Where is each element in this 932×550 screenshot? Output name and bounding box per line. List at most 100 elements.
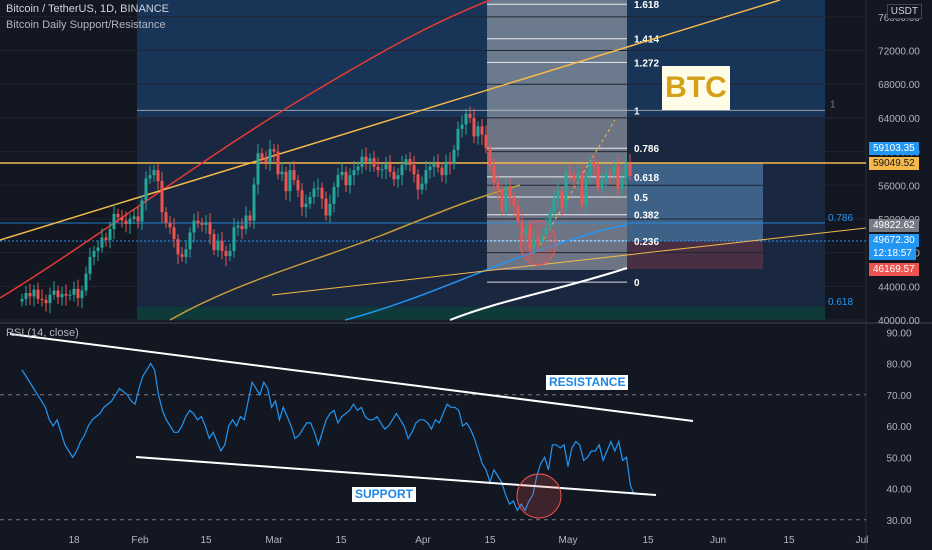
ma-white (449, 267, 628, 321)
candle-body (512, 197, 516, 207)
candle-body (500, 189, 504, 211)
candle-body (460, 124, 464, 129)
price-tick-label: 64000.00 (878, 114, 920, 125)
candle-body (624, 163, 628, 179)
candle-body (172, 227, 176, 240)
candle-body (472, 117, 476, 137)
candle-body (628, 163, 632, 176)
stop-box (627, 241, 763, 269)
candle-body (520, 221, 524, 235)
candle-body (160, 181, 164, 213)
candle-body (220, 240, 224, 251)
candle-body (620, 178, 624, 189)
candle-body (116, 213, 120, 218)
candle-body (280, 171, 284, 175)
candle-body (488, 148, 492, 166)
candle-body (176, 239, 180, 255)
price-badge-59049: 59049.52 (869, 157, 919, 170)
candle-body (40, 298, 44, 300)
candle-body (252, 184, 256, 221)
candle-body (556, 191, 560, 199)
fib-label: 0.786 (634, 144, 659, 155)
candle-body (428, 166, 432, 171)
candle-body (588, 162, 592, 176)
candle-body (292, 170, 296, 181)
candle-body (208, 222, 212, 235)
time-tick-label: Apr (415, 535, 431, 546)
candle-body (536, 237, 540, 243)
candle-body (416, 174, 420, 190)
price-tick-label: 68000.00 (878, 80, 920, 91)
trendline-lower (271, 227, 867, 296)
price-badge-59103: 59103.35 (869, 142, 919, 155)
candle-body (240, 225, 244, 230)
candle-body (608, 173, 612, 175)
time-tick-label: 15 (642, 535, 654, 546)
candle-body (360, 156, 364, 167)
candle-body (104, 237, 108, 240)
candle-body (124, 220, 128, 224)
candle-body (432, 163, 436, 167)
support-label: SUPPORT (352, 487, 417, 502)
candle-body (100, 237, 104, 248)
candle-body (112, 213, 116, 230)
candle-body (132, 216, 136, 219)
candle-body (540, 234, 544, 243)
candle-body (148, 175, 152, 179)
ma-blue (344, 224, 628, 321)
price-badge-46169: 46169.57 (869, 263, 919, 276)
candle-body (204, 222, 208, 225)
candle-body (316, 187, 320, 189)
fib-label: 0.618 (634, 173, 659, 184)
currency-label[interactable]: USDT (886, 4, 922, 19)
study-title: Bitcoin Daily Support/Resistance (6, 19, 166, 31)
candle-body (244, 215, 248, 230)
candle-body (528, 227, 532, 250)
candle-body (300, 190, 304, 208)
candle-body (516, 206, 520, 222)
rsi-tick-label: 90.00 (886, 328, 911, 339)
candle-body (580, 173, 584, 206)
candle-body (80, 290, 84, 299)
candle-body (408, 159, 412, 166)
candle-body (264, 158, 268, 163)
candle-body (20, 298, 24, 302)
price-badge-49672: 49672.30 (869, 234, 919, 247)
price-badge-49822: 49822.62 (869, 219, 919, 232)
trendline-upper (0, 0, 781, 241)
candle-body (96, 247, 100, 251)
candle-body (88, 256, 92, 274)
candle-body (184, 249, 188, 257)
candle-body (256, 153, 260, 185)
candle-body (600, 180, 604, 188)
rsi-tick-label: 40.00 (886, 485, 911, 496)
candle-body (448, 161, 452, 165)
price-tick-label: 40000.00 (878, 316, 920, 327)
candle-body (48, 294, 52, 304)
candle-body (616, 165, 620, 189)
candle-body (444, 161, 448, 176)
rsi-tick-label: 30.00 (886, 516, 911, 527)
resistance-label: RESISTANCE (546, 375, 629, 390)
fib-label: 0 (634, 278, 640, 289)
time-tick-label: Jun (710, 535, 726, 546)
time-tick-label: 15 (200, 535, 212, 546)
candle-body (276, 151, 280, 175)
candle-body (272, 149, 276, 152)
candle-body (392, 171, 396, 180)
candle-body (560, 191, 564, 208)
rsi-highlight-circle (516, 473, 562, 519)
candle-body (84, 273, 88, 291)
candle-body (592, 162, 596, 166)
countdown-badge: 12:18:57 (869, 247, 916, 260)
candle-body (336, 175, 340, 187)
candle-body (36, 289, 40, 299)
candle-body (196, 220, 200, 224)
candle-body (364, 156, 368, 162)
candle-body (368, 158, 372, 162)
candle-body (324, 198, 328, 216)
candle-body (476, 126, 480, 137)
candle-body (564, 173, 568, 208)
time-tick-label: Feb (131, 535, 149, 546)
